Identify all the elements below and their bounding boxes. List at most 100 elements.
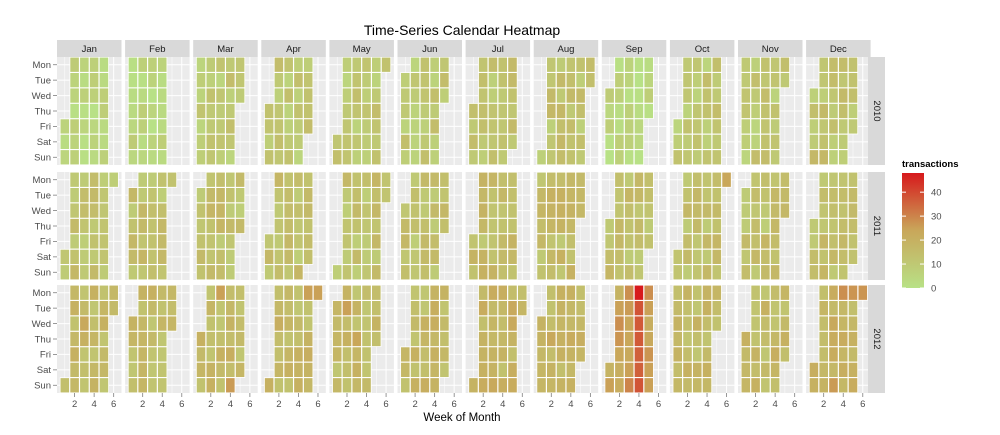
heatmap-cell xyxy=(565,118,576,135)
heatmap-cell xyxy=(371,315,382,332)
heatmap-cell xyxy=(633,72,645,89)
heatmap-cell xyxy=(205,202,216,219)
heatmap-cell xyxy=(711,300,722,317)
heatmap-cell xyxy=(293,171,304,188)
heatmap-cell xyxy=(672,377,683,394)
month-strip-label: May xyxy=(353,44,371,55)
heatmap-cell xyxy=(565,149,576,166)
heatmap-cell xyxy=(507,300,518,317)
heatmap-cell xyxy=(770,149,781,166)
heatmap-cell xyxy=(838,300,849,317)
heatmap-cell xyxy=(215,87,226,104)
heatmap-cell xyxy=(137,202,148,219)
heatmap-cell xyxy=(808,377,820,394)
heatmap-cell xyxy=(341,56,353,73)
heatmap-cell xyxy=(419,284,430,301)
heatmap-cell xyxy=(293,361,304,378)
heatmap-cell xyxy=(215,248,226,265)
heatmap-cell xyxy=(419,72,430,89)
heatmap-cell xyxy=(487,346,499,363)
panel-2012-Oct xyxy=(669,284,735,394)
weekday-tick-label: Wed xyxy=(32,91,51,102)
heatmap-cell xyxy=(127,361,139,378)
heatmap-cell xyxy=(137,118,148,135)
heatmap-cell xyxy=(546,56,557,73)
heatmap-cell xyxy=(429,377,440,394)
heatmap-cell xyxy=(740,202,751,219)
heatmap-cell xyxy=(701,187,713,204)
heatmap-cell xyxy=(770,187,781,204)
year-strip-background xyxy=(868,285,885,393)
legend-colorbar xyxy=(902,173,924,288)
heatmap-cell xyxy=(351,171,362,188)
heatmap-cell xyxy=(137,284,148,301)
heatmap-cell xyxy=(614,187,625,204)
heatmap-cell xyxy=(283,218,294,234)
heatmap-cell xyxy=(575,284,586,301)
heatmap-cell xyxy=(828,377,839,394)
heatmap-cell xyxy=(419,361,430,378)
heatmap-cell xyxy=(828,103,839,119)
heatmap-cell xyxy=(371,284,382,301)
week-tick-label: 2 xyxy=(753,399,758,410)
heatmap-cell xyxy=(332,300,343,317)
heatmap-cell xyxy=(283,149,294,166)
heatmap-cell xyxy=(633,171,645,188)
heatmap-cell xyxy=(400,103,411,119)
heatmap-cell xyxy=(828,233,839,250)
heatmap-cell xyxy=(361,56,372,73)
heatmap-cell xyxy=(205,149,216,166)
heatmap-cell xyxy=(760,248,771,265)
heatmap-cell xyxy=(429,300,440,317)
heatmap-cell xyxy=(195,87,207,104)
heatmap-cell xyxy=(818,218,829,234)
heatmap-cell xyxy=(546,103,557,119)
heatmap-cell xyxy=(750,346,761,363)
heatmap-cell xyxy=(779,72,791,89)
heatmap-cell xyxy=(69,346,80,363)
heatmap-cell xyxy=(225,171,236,188)
heatmap-cell xyxy=(760,171,771,188)
heatmap-cell xyxy=(507,118,518,135)
heatmap-cell xyxy=(147,87,158,104)
heatmap-cell xyxy=(225,56,236,73)
heatmap-cell xyxy=(429,233,440,250)
heatmap-cell xyxy=(546,72,557,89)
heatmap-cell xyxy=(740,133,751,150)
heatmap-cell xyxy=(215,133,226,150)
heatmap-cell xyxy=(419,315,430,332)
heatmap-cell xyxy=(536,233,547,250)
heatmap-cell xyxy=(215,331,226,347)
heatmap-cell xyxy=(497,377,508,394)
heatmap-cell xyxy=(361,331,372,347)
weekday-tick-label: Sat xyxy=(37,137,52,148)
heatmap-cell xyxy=(633,361,645,378)
heatmap-cell xyxy=(546,331,557,347)
heatmap-cell xyxy=(750,171,761,188)
heatmap-cell xyxy=(409,187,421,204)
week-tick-label: 6 xyxy=(520,399,525,410)
heatmap-cell xyxy=(497,56,508,73)
heatmap-cell xyxy=(303,118,314,135)
month-strip-label: Jan xyxy=(82,44,97,55)
heatmap-cell xyxy=(760,331,771,347)
heatmap-cell xyxy=(235,346,246,363)
heatmap-cell xyxy=(692,56,703,73)
heatmap-cell xyxy=(847,171,859,188)
heatmap-cell xyxy=(215,72,226,89)
heatmap-cell xyxy=(692,346,703,363)
heatmap-cell xyxy=(760,72,771,89)
heatmap-cell xyxy=(711,264,722,281)
panel-2011-Jan xyxy=(57,171,122,281)
heatmap-cell xyxy=(555,103,567,119)
heatmap-cell xyxy=(293,248,304,265)
heatmap-cell xyxy=(643,171,654,188)
heatmap-cell xyxy=(409,72,421,89)
heatmap-cell xyxy=(487,248,499,265)
heatmap-cell xyxy=(624,377,635,394)
heatmap-cell xyxy=(750,361,761,378)
heatmap-cell xyxy=(546,202,557,219)
heatmap-cell xyxy=(487,133,499,150)
heatmap-cell xyxy=(624,300,635,317)
week-tick-label: 6 xyxy=(247,399,252,410)
